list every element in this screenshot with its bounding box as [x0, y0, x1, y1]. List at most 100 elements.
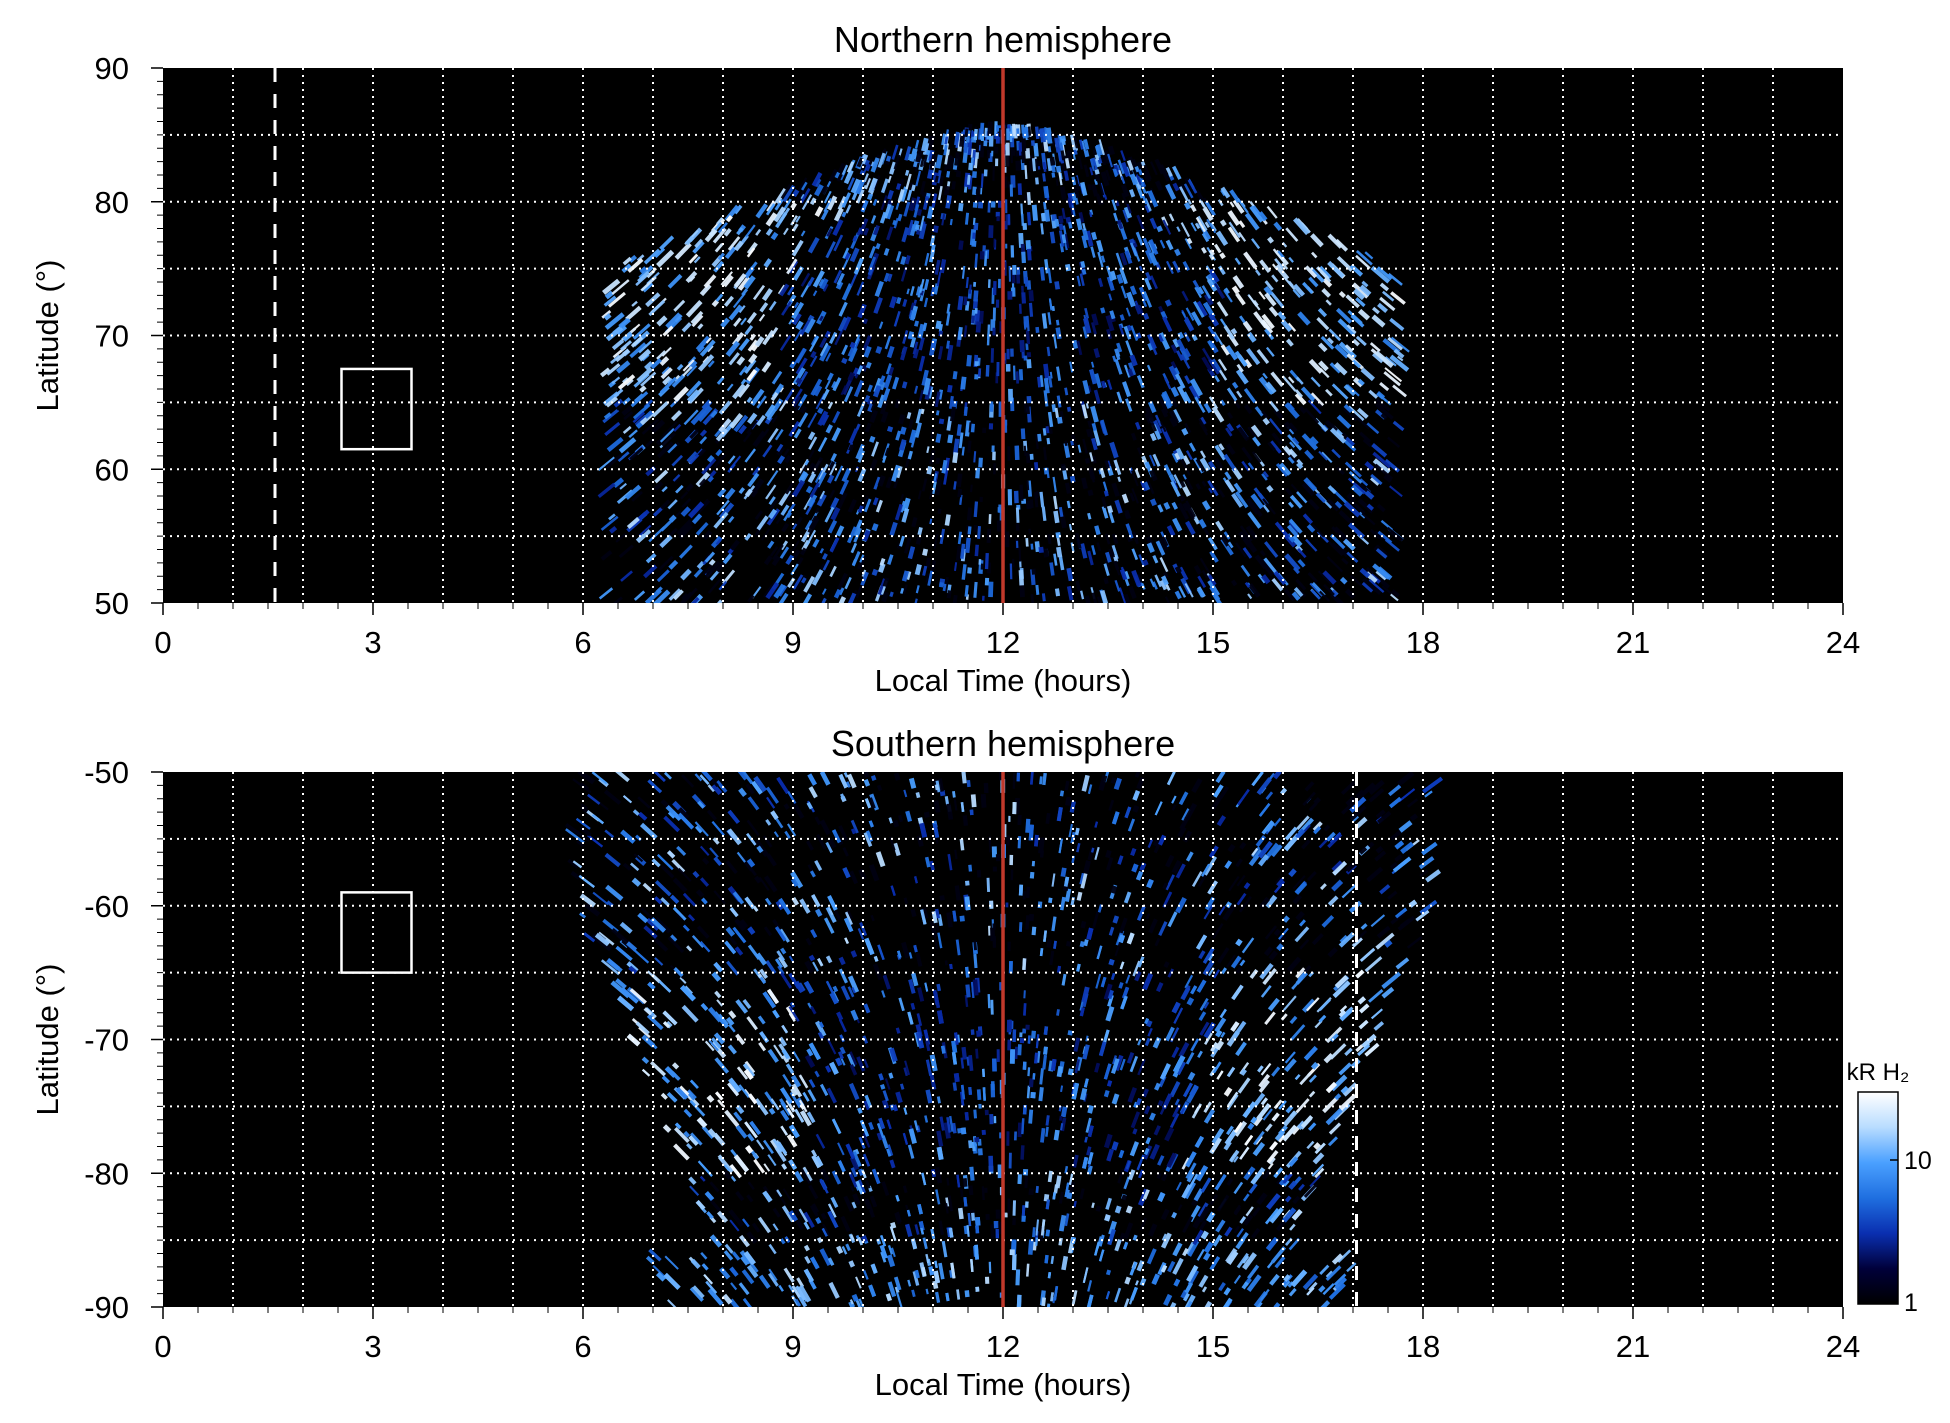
emission-streak [1301, 482, 1316, 497]
emission-streak [714, 242, 724, 253]
emission-streak [1419, 869, 1429, 878]
emission-streak [967, 567, 972, 574]
emission-streak [1027, 126, 1032, 136]
emission-streak [915, 537, 922, 545]
emission-streak [1025, 818, 1031, 833]
emission-streak [658, 555, 674, 571]
emission-streak [1055, 531, 1061, 539]
emission-streak [1266, 205, 1278, 219]
emission-streak [908, 197, 917, 212]
emission-streak [1405, 918, 1413, 926]
emission-streak [598, 931, 615, 946]
emission-streak [620, 829, 636, 844]
emission-streak [844, 911, 853, 926]
emission-streak [1059, 186, 1067, 201]
emission-streak [690, 1258, 701, 1270]
emission-streak [918, 355, 926, 372]
emission-streak [1193, 300, 1205, 318]
emission-streak [1061, 234, 1067, 244]
emission-streak [828, 331, 838, 344]
emission-streak [1331, 448, 1342, 459]
emission-streak [1113, 212, 1119, 222]
emission-streak [1146, 479, 1155, 495]
emission-streak [1137, 168, 1143, 176]
emission-streak [746, 396, 753, 404]
emission-streak [1184, 422, 1192, 434]
emission-streak [1109, 441, 1119, 459]
emission-streak [825, 841, 834, 854]
emission-streak [1215, 520, 1225, 532]
emission-streak [653, 937, 669, 952]
emission-streak [815, 1133, 826, 1149]
emission-streak [1041, 143, 1045, 150]
emission-streak [683, 409, 699, 426]
emission-streak [1328, 328, 1342, 342]
emission-streak [763, 555, 773, 566]
emission-streak [1043, 1194, 1050, 1202]
emission-streak [851, 551, 861, 567]
emission-streak [957, 531, 963, 545]
emission-streak [1187, 1269, 1200, 1286]
emission-streak [1138, 554, 1146, 567]
emission-streak [1239, 1068, 1247, 1076]
emission-streak [929, 518, 933, 525]
emission-streak [1239, 315, 1247, 325]
emission-streak [825, 1065, 832, 1073]
emission-streak [956, 1289, 961, 1300]
emission-streak [906, 219, 914, 236]
emission-streak [943, 185, 951, 196]
emission-streak [654, 469, 669, 484]
emission-streak [795, 215, 801, 223]
emission-streak [1218, 443, 1225, 451]
emission-streak [1094, 821, 1099, 828]
emission-streak [1247, 583, 1261, 598]
emission-streak [880, 178, 889, 194]
emission-streak [800, 1167, 813, 1184]
emission-streak [1352, 338, 1360, 347]
emission-streak [836, 1245, 844, 1255]
emission-streak [713, 856, 723, 866]
emission-streak [1227, 843, 1236, 853]
emission-streak [1392, 420, 1405, 432]
emission-streak [1269, 291, 1285, 309]
emission-streak [1126, 203, 1132, 214]
emission-streak [1025, 240, 1032, 251]
emission-streak [819, 315, 824, 322]
emission-streak [1227, 226, 1241, 243]
emission-streak [972, 171, 977, 178]
emission-streak [1184, 177, 1194, 190]
emission-streak [1188, 442, 1196, 452]
emission-streak [1208, 268, 1220, 283]
emission-streak [973, 581, 978, 598]
emission-streak [1351, 937, 1363, 948]
emission-streak [1213, 784, 1224, 798]
emission-streak [753, 775, 767, 793]
emission-streak [944, 795, 950, 806]
emission-streak [961, 564, 967, 580]
emission-streak [1406, 798, 1419, 808]
emission-streak [662, 325, 674, 337]
emission-streak [836, 272, 845, 286]
emission-streak [1187, 179, 1198, 194]
emission-streak [1308, 1281, 1318, 1292]
y-tick-label: 50 [95, 586, 129, 621]
emission-streak [807, 431, 816, 441]
emission-streak [874, 280, 884, 298]
emission-streak [843, 772, 849, 778]
emission-streak [1226, 954, 1236, 968]
emission-streak [1390, 291, 1406, 305]
emission-streak [908, 1128, 917, 1144]
emission-streak [1113, 164, 1120, 175]
emission-streak [1235, 938, 1243, 947]
emission-streak [1131, 487, 1139, 504]
emission-streak [916, 835, 924, 847]
emission-streak [892, 842, 901, 857]
emission-streak [1369, 528, 1382, 540]
emission-streak [1355, 969, 1365, 979]
emission-streak [919, 215, 925, 232]
emission-streak [792, 1050, 801, 1063]
emission-streak [732, 926, 747, 944]
emission-streak [812, 1203, 820, 1213]
emission-streak [660, 367, 673, 380]
emission-streak [711, 971, 722, 982]
